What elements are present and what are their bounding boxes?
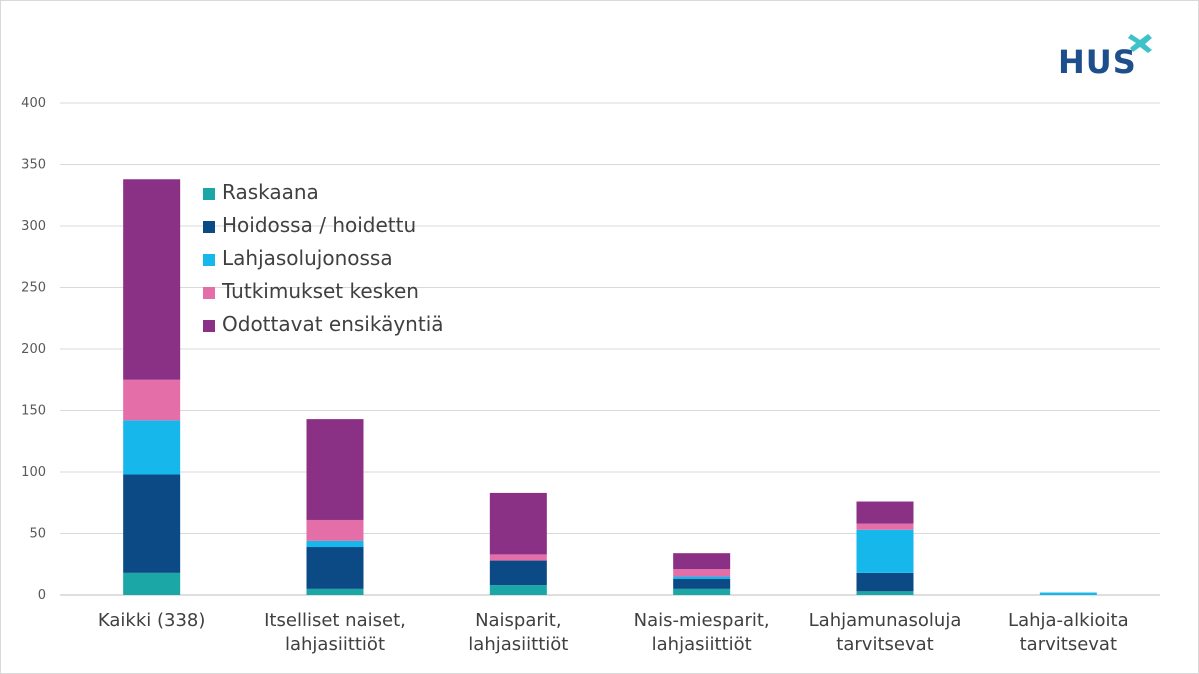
y-tick-label: 350 — [21, 158, 46, 173]
bar-segment — [306, 547, 364, 589]
x-category-label: Nais-miesparit, — [634, 610, 770, 631]
bar-segment — [306, 588, 364, 595]
bar-segment — [306, 519, 364, 541]
legend-label: Odottavat ensikäyntiä — [222, 312, 444, 336]
hus-logo-cross-icon — [1128, 34, 1152, 53]
x-category-label: tarvitsevat — [836, 634, 933, 655]
bar-segment — [856, 572, 914, 592]
bar-segment — [489, 585, 547, 595]
bar-segment — [306, 419, 364, 520]
bar-segment — [123, 179, 181, 380]
legend-label: Raskaana — [222, 180, 319, 204]
bar-segment — [123, 379, 181, 421]
x-category-label: Lahja-alkioita — [1008, 610, 1129, 631]
legend-swatch — [203, 320, 215, 332]
x-category-label: lahjasiittiöt — [652, 634, 752, 655]
y-tick-label: 300 — [21, 219, 46, 234]
bar-segment — [489, 492, 547, 555]
y-tick-label: 200 — [21, 342, 46, 357]
bar-segment — [856, 591, 914, 595]
legend-label: Tutkimukset kesken — [221, 279, 419, 303]
bar-segment — [856, 529, 914, 573]
bar-segment — [673, 576, 731, 580]
y-tick-label: 250 — [21, 281, 46, 296]
legend-swatch — [203, 254, 215, 266]
bar-segment — [673, 553, 731, 570]
bar-segment — [856, 501, 914, 524]
bar-segment — [123, 474, 181, 573]
bar-segment — [123, 572, 181, 595]
bar-segment — [856, 523, 914, 530]
bar-segment — [306, 540, 364, 548]
bar-segment — [489, 554, 547, 561]
x-category-label: Lahjamunasoluja — [809, 610, 962, 631]
y-tick-label: 50 — [29, 527, 46, 542]
legend-label: Hoidossa / hoidettu — [222, 213, 416, 237]
bar-segment — [489, 560, 547, 586]
y-tick-label: 150 — [21, 404, 46, 419]
legend-swatch — [203, 188, 215, 200]
bar-segment — [673, 588, 731, 595]
y-tick-label: 100 — [21, 465, 46, 480]
x-category-label: Itselliset naiset, — [264, 610, 406, 631]
x-category-label: lahjasiittiöt — [285, 634, 385, 655]
bar-segment — [673, 569, 731, 577]
legend-label: Lahjasolujonossa — [222, 246, 393, 270]
x-category-label: lahjasiittiöt — [468, 634, 568, 655]
x-category-label: Naisparit, — [475, 610, 562, 631]
x-category-label: tarvitsevat — [1020, 634, 1117, 655]
legend-swatch — [203, 221, 215, 233]
x-category-label: Kaikki (338) — [98, 610, 206, 631]
bar-segment — [123, 420, 181, 475]
bar-segment — [1039, 592, 1097, 595]
bar-segment — [673, 579, 731, 589]
y-tick-label: 0 — [38, 588, 46, 603]
y-tick-label: 400 — [21, 96, 46, 111]
legend-swatch — [203, 287, 215, 299]
hus-logo-text: HUS — [1058, 43, 1137, 81]
